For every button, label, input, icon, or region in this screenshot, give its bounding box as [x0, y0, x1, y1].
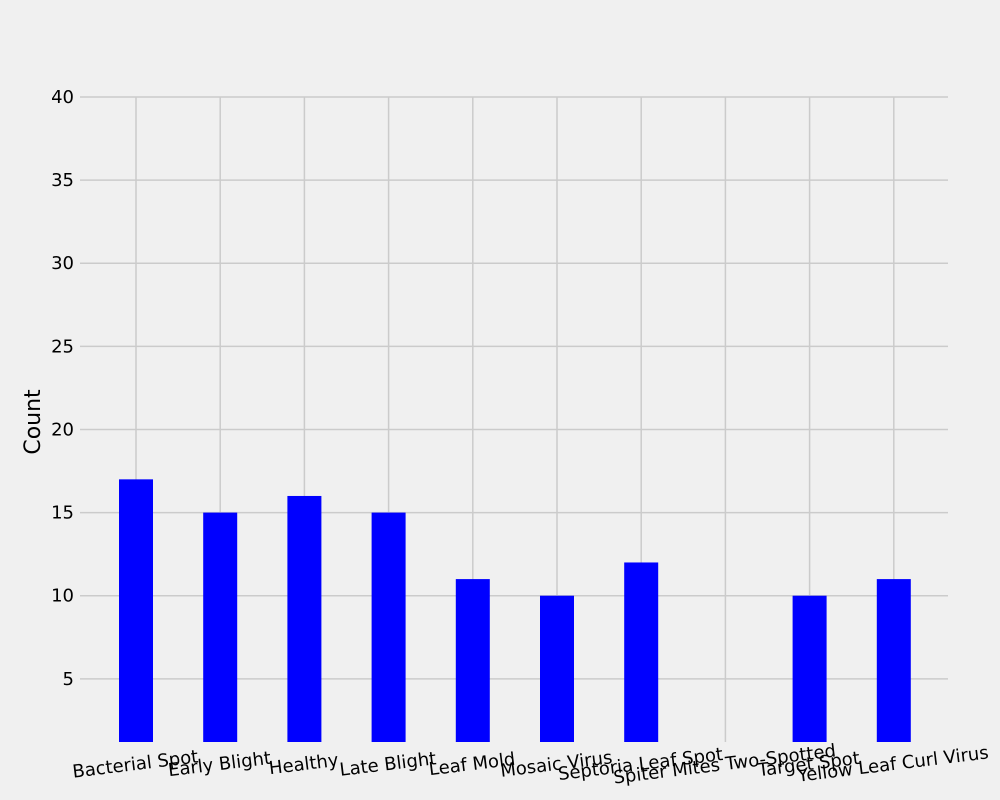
x-tick-label: Healthy — [268, 750, 340, 779]
y-tick-label: 40 — [51, 87, 74, 108]
bar — [203, 512, 238, 742]
y-tick-label: 30 — [51, 253, 74, 274]
bar — [287, 495, 322, 742]
bar — [540, 595, 574, 742]
bar — [624, 562, 659, 742]
bars-layer — [119, 479, 911, 742]
bar — [455, 579, 490, 742]
bar — [371, 512, 406, 742]
y-tick-labels: 5 10 15 20 25 30 35 40 — [51, 87, 74, 690]
y-tick-label: 15 — [51, 503, 74, 524]
bar — [119, 479, 153, 742]
y-tick-label: 10 — [51, 586, 74, 607]
y-tick-label: 25 — [51, 336, 74, 357]
bar — [792, 595, 827, 742]
y-tick-label: 20 — [51, 419, 74, 440]
x-tick-label: Late Blight — [338, 748, 437, 781]
y-axis-label: Count — [21, 389, 46, 455]
y-tick-label: 35 — [51, 170, 74, 191]
bar — [876, 579, 911, 742]
y-tick-label: 5 — [63, 669, 74, 690]
